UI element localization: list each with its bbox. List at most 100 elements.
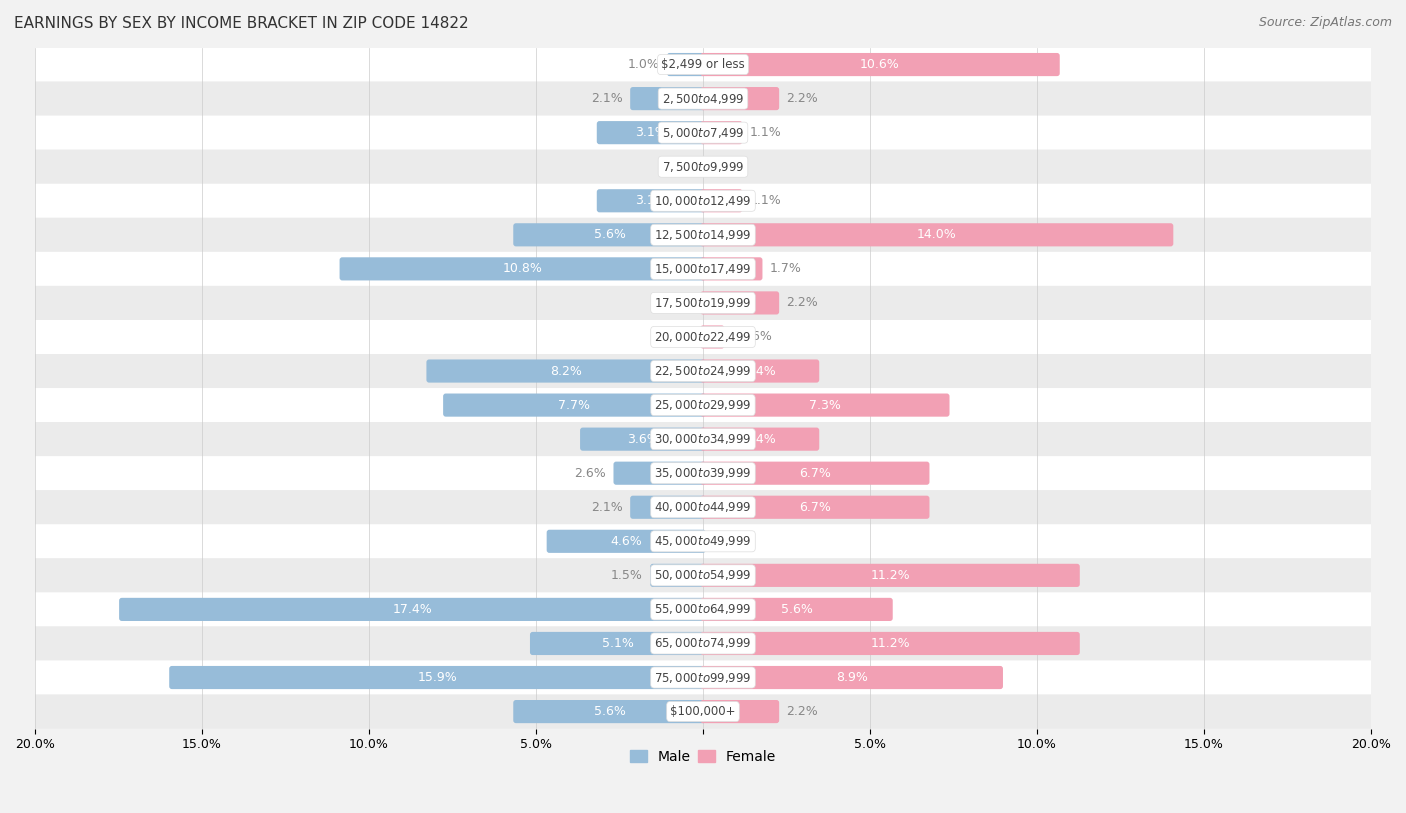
FancyBboxPatch shape bbox=[700, 393, 949, 417]
FancyBboxPatch shape bbox=[581, 428, 706, 450]
Text: 1.1%: 1.1% bbox=[749, 194, 782, 207]
FancyBboxPatch shape bbox=[35, 456, 1371, 490]
Text: 14.0%: 14.0% bbox=[917, 228, 956, 241]
FancyBboxPatch shape bbox=[35, 627, 1371, 660]
Text: 3.1%: 3.1% bbox=[636, 194, 666, 207]
FancyBboxPatch shape bbox=[35, 115, 1371, 150]
FancyBboxPatch shape bbox=[630, 87, 706, 111]
FancyBboxPatch shape bbox=[596, 121, 706, 144]
Text: $15,000 to $17,499: $15,000 to $17,499 bbox=[654, 262, 752, 276]
FancyBboxPatch shape bbox=[700, 428, 820, 450]
Text: 2.2%: 2.2% bbox=[786, 705, 818, 718]
FancyBboxPatch shape bbox=[35, 47, 1371, 81]
FancyBboxPatch shape bbox=[700, 598, 893, 621]
FancyBboxPatch shape bbox=[35, 354, 1371, 388]
FancyBboxPatch shape bbox=[666, 53, 706, 76]
FancyBboxPatch shape bbox=[700, 121, 742, 144]
FancyBboxPatch shape bbox=[700, 632, 1080, 655]
Text: 10.8%: 10.8% bbox=[503, 263, 543, 276]
FancyBboxPatch shape bbox=[443, 393, 706, 417]
Text: $45,000 to $49,999: $45,000 to $49,999 bbox=[654, 534, 752, 548]
FancyBboxPatch shape bbox=[35, 593, 1371, 627]
Text: 8.2%: 8.2% bbox=[550, 364, 582, 377]
FancyBboxPatch shape bbox=[513, 224, 706, 246]
Text: 1.7%: 1.7% bbox=[770, 263, 801, 276]
FancyBboxPatch shape bbox=[700, 563, 1080, 587]
Text: 1.5%: 1.5% bbox=[612, 569, 643, 582]
Text: 3.1%: 3.1% bbox=[636, 126, 666, 139]
Text: 0.0%: 0.0% bbox=[661, 297, 693, 310]
FancyBboxPatch shape bbox=[35, 150, 1371, 184]
FancyBboxPatch shape bbox=[700, 53, 1060, 76]
FancyBboxPatch shape bbox=[700, 224, 1174, 246]
FancyBboxPatch shape bbox=[35, 320, 1371, 354]
Text: 11.2%: 11.2% bbox=[870, 637, 910, 650]
FancyBboxPatch shape bbox=[700, 325, 724, 349]
Text: 2.2%: 2.2% bbox=[786, 297, 818, 310]
Text: $55,000 to $64,999: $55,000 to $64,999 bbox=[654, 602, 752, 616]
Text: 7.7%: 7.7% bbox=[558, 398, 591, 411]
FancyBboxPatch shape bbox=[700, 462, 929, 485]
FancyBboxPatch shape bbox=[547, 530, 706, 553]
Text: EARNINGS BY SEX BY INCOME BRACKET IN ZIP CODE 14822: EARNINGS BY SEX BY INCOME BRACKET IN ZIP… bbox=[14, 16, 468, 31]
Text: 2.6%: 2.6% bbox=[575, 467, 606, 480]
FancyBboxPatch shape bbox=[596, 189, 706, 212]
Text: $75,000 to $99,999: $75,000 to $99,999 bbox=[654, 671, 752, 685]
Text: $100,000+: $100,000+ bbox=[671, 705, 735, 718]
Text: $35,000 to $39,999: $35,000 to $39,999 bbox=[654, 466, 752, 480]
Text: $5,000 to $7,499: $5,000 to $7,499 bbox=[662, 126, 744, 140]
FancyBboxPatch shape bbox=[35, 252, 1371, 286]
Text: $22,500 to $24,999: $22,500 to $24,999 bbox=[654, 364, 752, 378]
Text: $10,000 to $12,499: $10,000 to $12,499 bbox=[654, 193, 752, 208]
FancyBboxPatch shape bbox=[613, 462, 706, 485]
Text: $17,500 to $19,999: $17,500 to $19,999 bbox=[654, 296, 752, 310]
FancyBboxPatch shape bbox=[35, 286, 1371, 320]
Text: 7.3%: 7.3% bbox=[808, 398, 841, 411]
FancyBboxPatch shape bbox=[35, 559, 1371, 593]
Text: 5.6%: 5.6% bbox=[780, 603, 813, 616]
FancyBboxPatch shape bbox=[35, 524, 1371, 559]
FancyBboxPatch shape bbox=[169, 666, 706, 689]
FancyBboxPatch shape bbox=[35, 660, 1371, 694]
Text: 0.0%: 0.0% bbox=[661, 330, 693, 343]
Text: 4.6%: 4.6% bbox=[610, 535, 643, 548]
FancyBboxPatch shape bbox=[700, 359, 820, 383]
FancyBboxPatch shape bbox=[35, 218, 1371, 252]
Text: $50,000 to $54,999: $50,000 to $54,999 bbox=[654, 568, 752, 582]
Text: 1.1%: 1.1% bbox=[749, 126, 782, 139]
Text: $2,499 or less: $2,499 or less bbox=[661, 58, 745, 71]
FancyBboxPatch shape bbox=[35, 694, 1371, 728]
Text: 5.6%: 5.6% bbox=[593, 228, 626, 241]
Text: 2.2%: 2.2% bbox=[786, 92, 818, 105]
Legend: Male, Female: Male, Female bbox=[624, 744, 782, 769]
Text: $20,000 to $22,499: $20,000 to $22,499 bbox=[654, 330, 752, 344]
Text: 3.4%: 3.4% bbox=[744, 364, 776, 377]
Text: $65,000 to $74,999: $65,000 to $74,999 bbox=[654, 637, 752, 650]
Text: $7,500 to $9,999: $7,500 to $9,999 bbox=[662, 159, 744, 174]
FancyBboxPatch shape bbox=[120, 598, 706, 621]
Text: 2.1%: 2.1% bbox=[591, 501, 623, 514]
FancyBboxPatch shape bbox=[700, 291, 779, 315]
Text: 3.6%: 3.6% bbox=[627, 433, 659, 446]
Text: 2.1%: 2.1% bbox=[591, 92, 623, 105]
FancyBboxPatch shape bbox=[35, 490, 1371, 524]
FancyBboxPatch shape bbox=[700, 496, 929, 519]
FancyBboxPatch shape bbox=[35, 422, 1371, 456]
Text: 5.6%: 5.6% bbox=[593, 705, 626, 718]
FancyBboxPatch shape bbox=[340, 257, 706, 280]
Text: 15.9%: 15.9% bbox=[418, 671, 457, 684]
FancyBboxPatch shape bbox=[700, 700, 779, 723]
FancyBboxPatch shape bbox=[650, 563, 706, 587]
Text: 17.4%: 17.4% bbox=[392, 603, 432, 616]
Text: 11.2%: 11.2% bbox=[870, 569, 910, 582]
FancyBboxPatch shape bbox=[630, 496, 706, 519]
Text: $40,000 to $44,999: $40,000 to $44,999 bbox=[654, 500, 752, 515]
FancyBboxPatch shape bbox=[513, 700, 706, 723]
FancyBboxPatch shape bbox=[35, 184, 1371, 218]
Text: 1.0%: 1.0% bbox=[627, 58, 659, 71]
Text: 0.56%: 0.56% bbox=[731, 330, 772, 343]
FancyBboxPatch shape bbox=[700, 666, 1002, 689]
Text: 6.7%: 6.7% bbox=[799, 467, 831, 480]
Text: 0.0%: 0.0% bbox=[661, 160, 693, 173]
Text: 0.0%: 0.0% bbox=[713, 535, 745, 548]
